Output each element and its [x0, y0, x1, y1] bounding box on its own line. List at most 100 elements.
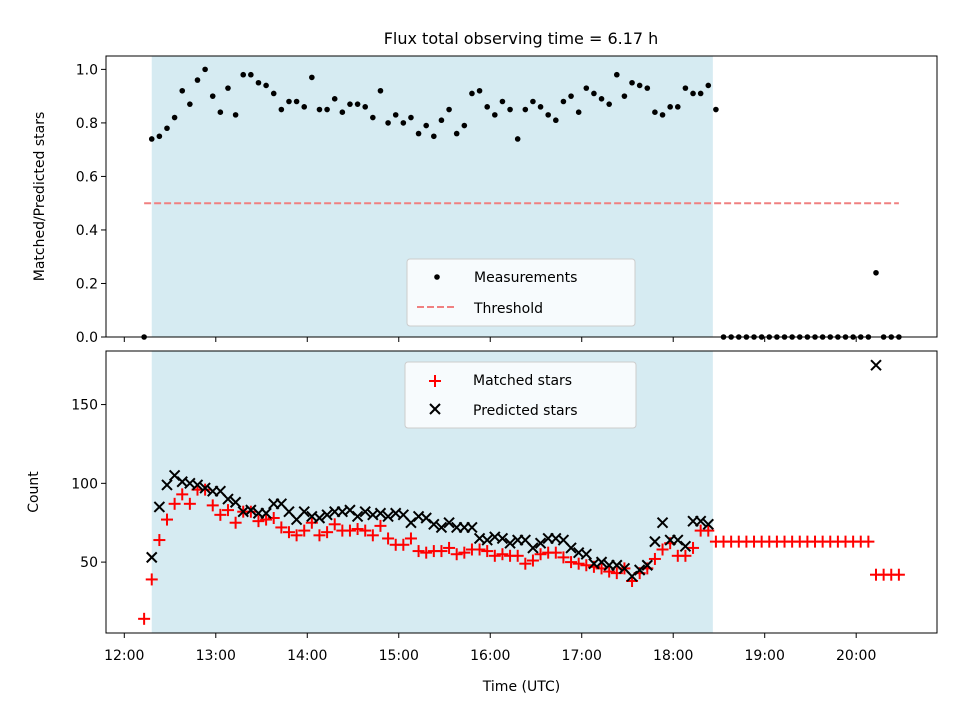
measurement-point	[232, 112, 239, 118]
measurement-point	[339, 109, 346, 115]
matched-point	[656, 543, 669, 556]
predicted-point	[694, 515, 707, 527]
predicted-point	[229, 496, 242, 508]
measurement-point	[202, 66, 208, 73]
matched-point	[443, 541, 456, 554]
predicted-point	[298, 505, 310, 518]
measurement-point	[598, 96, 605, 102]
top-y-tick-label: 0.2	[76, 276, 98, 292]
predicted-point	[649, 535, 661, 548]
predicted-point	[466, 521, 478, 534]
x-tick-label: 14:00	[287, 648, 327, 664]
measurement-point	[171, 114, 178, 121]
matched-point	[359, 524, 372, 537]
matched-point	[397, 538, 410, 551]
measurement-point	[347, 101, 353, 107]
predicted-point	[534, 537, 547, 549]
matched-point	[458, 546, 471, 559]
matched-point	[382, 532, 395, 545]
predicted-point	[656, 517, 669, 529]
measurement-point	[286, 98, 292, 105]
predicted-point	[374, 507, 387, 519]
predicted-point	[679, 540, 692, 553]
bottom-legend: Matched stars Predicted stars	[404, 361, 637, 429]
legend-marker-matched	[429, 375, 441, 387]
matched-point	[275, 521, 288, 534]
x-tick-label: 20:00	[836, 648, 876, 664]
measurement-point	[667, 104, 673, 110]
matched-point	[244, 505, 257, 518]
x-tick-label: 13:00	[196, 648, 236, 664]
measurement-point	[591, 90, 597, 97]
bottom-x-axis: 12:00 13:00 14:00 15:00 16:00 17:00 18:00 19:00…	[104, 633, 876, 664]
measurement-point	[225, 85, 231, 91]
predicted-point	[153, 501, 166, 513]
measurement-point	[659, 112, 666, 118]
matched-point	[290, 529, 303, 542]
predicted-point	[161, 479, 173, 491]
measurement-point	[583, 85, 590, 91]
bottom-y-axis: 50 100 150	[71, 398, 106, 571]
measurement-point	[179, 87, 186, 94]
bottom-y-tick-label: 100	[71, 476, 98, 492]
measurement-point	[507, 106, 513, 113]
measurement-point	[309, 74, 315, 81]
counts-layer	[138, 359, 905, 625]
predicted-point	[146, 551, 158, 564]
matched-point	[702, 524, 715, 537]
measurement-point	[682, 85, 689, 91]
measurement-point	[324, 106, 330, 113]
measurement-point	[560, 98, 567, 105]
matched-point	[229, 516, 242, 529]
measurement-point	[492, 112, 498, 118]
chart-title: Flux total observing time = 6.17 h	[384, 29, 659, 48]
bottom-legend-box	[404, 361, 637, 429]
predicted-point	[702, 518, 714, 531]
measurement-point	[408, 114, 414, 121]
matched-point	[252, 515, 265, 528]
matched-point	[679, 549, 692, 562]
top-y-axis-label: Matched/Predicted stars	[32, 112, 48, 282]
matched-point	[648, 552, 661, 565]
matched-point	[687, 541, 700, 554]
matched-point	[519, 557, 532, 570]
matched-point	[366, 529, 379, 542]
measurement-point	[316, 106, 323, 113]
matched-point	[343, 524, 356, 537]
matched-point	[496, 548, 509, 561]
x-tick-label: 17:00	[562, 648, 602, 664]
predicted-point	[870, 359, 882, 371]
x-tick-label: 15:00	[379, 648, 419, 664]
matched-point	[351, 523, 364, 536]
legend-label-matched: Matched stars	[473, 373, 572, 389]
measurement-point	[522, 106, 529, 113]
predicted-point	[633, 564, 646, 576]
measurement-point	[392, 112, 399, 118]
matched-point	[206, 499, 219, 512]
measurement-point	[377, 87, 384, 94]
measurement-point	[217, 109, 224, 115]
matched-point	[862, 535, 875, 548]
predicted-point	[351, 510, 364, 523]
legend-marker-predicted	[429, 403, 441, 415]
measurement-point	[575, 109, 582, 115]
matched-point	[221, 504, 234, 517]
measurement-point	[499, 98, 506, 105]
matched-point	[176, 488, 189, 501]
matched-point	[282, 526, 295, 539]
predicted-point	[580, 548, 593, 560]
matched-point	[450, 548, 463, 561]
bottom-y-tick-label: 50	[80, 555, 98, 571]
measurement-point	[415, 130, 422, 137]
predicted-point	[382, 510, 394, 523]
top-legend-box	[406, 258, 636, 327]
matched-point	[488, 549, 501, 562]
predicted-point	[496, 532, 509, 545]
measurement-point	[400, 120, 407, 126]
matched-point	[145, 573, 158, 586]
matched-point	[526, 554, 539, 567]
predicted-point	[595, 556, 608, 568]
matched-point	[420, 546, 433, 559]
predicted-point	[443, 517, 455, 529]
